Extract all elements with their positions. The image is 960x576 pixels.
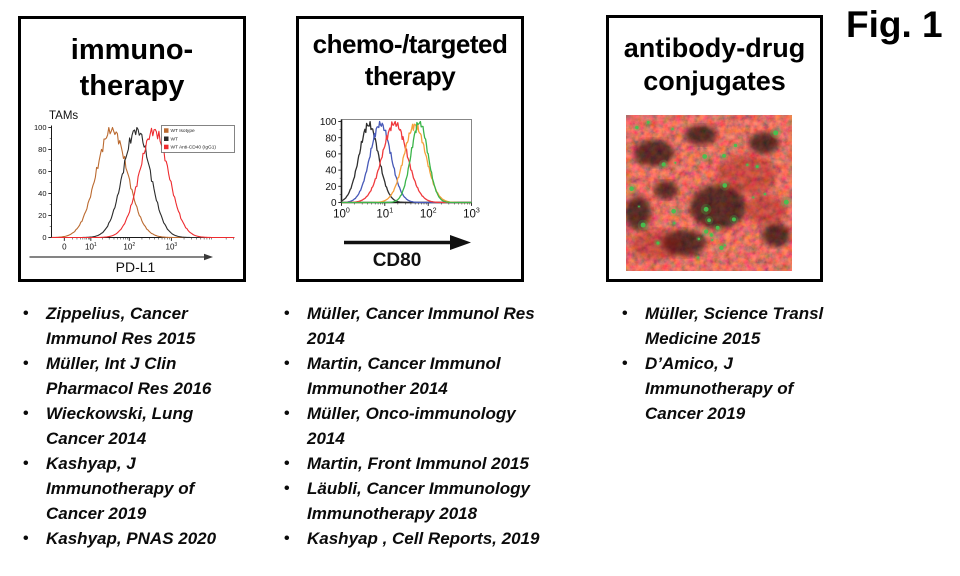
citation-item: Müller, Science Transl Medicine 2015 bbox=[619, 301, 860, 351]
citation-item: Martin, Cancer Immunol Immunother 2014 bbox=[281, 351, 577, 401]
panel-title-line: conjugates bbox=[643, 66, 786, 97]
legend: WT Isotype WT WT Anti-CD40 (IgG1) bbox=[161, 125, 235, 153]
citation-item: Kashyap, J Immunotherapy of Cancer 2019 bbox=[20, 451, 236, 526]
histogram-curves bbox=[341, 120, 472, 204]
svg-text:0: 0 bbox=[62, 243, 67, 252]
citation-item: Kashyap, PNAS 2020 bbox=[20, 526, 236, 551]
citation-list-chemo-targeted: Müller, Cancer Immunol Res 2014Martin, C… bbox=[281, 301, 577, 551]
citation-item: Martin, Front Immunol 2015 bbox=[281, 451, 577, 476]
svg-text:80: 80 bbox=[38, 145, 46, 154]
green-signal-dots bbox=[626, 119, 792, 260]
fluorescence-micrograph-svg bbox=[625, 115, 792, 271]
svg-text:TAMs: TAMs bbox=[49, 110, 78, 122]
histogram-curves bbox=[51, 126, 235, 239]
panel-antibody-drug-conjugates: antibody-drug conjugates bbox=[606, 15, 823, 282]
panel-immunotherapy-title: immuno- therapy bbox=[21, 19, 243, 105]
svg-text:WT Anti-CD40 (IgG1): WT Anti-CD40 (IgG1) bbox=[171, 145, 217, 151]
svg-text:103: 103 bbox=[166, 242, 178, 251]
svg-text:WT: WT bbox=[171, 136, 179, 142]
svg-text:WT Isotype: WT Isotype bbox=[171, 128, 196, 134]
panel-title-line: therapy bbox=[79, 69, 185, 102]
panel-title-line: immuno- bbox=[70, 34, 194, 66]
svg-text:102: 102 bbox=[123, 242, 135, 251]
x-axis-label: CD80 bbox=[373, 250, 422, 271]
citation-item: Zippelius, Cancer Immunol Res 2015 bbox=[20, 301, 236, 351]
flow-histogram-cd80-svg: 0 20 40 60 80 100 100 101 102 103 CD80 bbox=[320, 117, 480, 271]
panel-title-line: therapy bbox=[364, 61, 456, 92]
svg-text:101: 101 bbox=[376, 207, 393, 221]
panel-title-line: chemo-/targeted bbox=[312, 29, 508, 59]
citation-item: Müller, Cancer Immunol Res 2014 bbox=[281, 301, 577, 351]
svg-text:102: 102 bbox=[420, 207, 437, 221]
panel-chemo-targeted-title: chemo-/targeted therapy bbox=[299, 19, 521, 92]
citation-list-immunotherapy: Zippelius, Cancer Immunol Res 2015Müller… bbox=[20, 301, 236, 551]
svg-text:60: 60 bbox=[325, 150, 337, 161]
x-axis-arrow bbox=[344, 235, 471, 250]
svg-text:100: 100 bbox=[34, 123, 47, 132]
svg-text:40: 40 bbox=[325, 166, 337, 177]
citation-item: Läubli, Cancer Immunology Immunotherapy … bbox=[281, 476, 577, 526]
svg-text:0: 0 bbox=[331, 198, 337, 209]
svg-text:100: 100 bbox=[320, 117, 337, 128]
svg-text:80: 80 bbox=[325, 133, 337, 144]
citation-list-adc: Müller, Science Transl Medicine 2015D’Am… bbox=[619, 301, 860, 426]
citation-item: Wieckowski, Lung Cancer 2014 bbox=[20, 401, 236, 451]
flow-histogram-cd80: 0 20 40 60 80 100 100 101 102 103 CD80 bbox=[299, 115, 521, 277]
svg-text:0: 0 bbox=[42, 233, 46, 242]
svg-text:101: 101 bbox=[85, 242, 97, 251]
x-axis-label: PD-L1 bbox=[116, 259, 156, 275]
fluorescence-micrograph bbox=[625, 115, 792, 271]
citation-item: Kashyap , Cell Reports, 2019 bbox=[281, 526, 577, 551]
svg-text:103: 103 bbox=[463, 207, 480, 221]
panel-chemo-targeted: chemo-/targeted therapy 0 20 40 60 80 100 100 1… bbox=[296, 16, 524, 282]
flow-histogram-pdl1-svg: 0 20 40 60 80 100 0 101 102 103 WT Isotype WT WT Ant… bbox=[29, 110, 235, 275]
flow-histogram-pdl1: 0 20 40 60 80 100 0 101 102 103 WT Isotype WT WT Ant… bbox=[21, 105, 243, 275]
axes: 0 20 40 60 80 100 100 101 102 103 bbox=[320, 117, 480, 220]
panel-immunotherapy: immuno- therapy 0 20 40 60 80 100 0 101 102 103 WT… bbox=[18, 16, 246, 282]
panel-title-line: antibody-drug bbox=[623, 33, 806, 63]
figure-label: Fig. 1 bbox=[846, 4, 943, 45]
svg-text:20: 20 bbox=[38, 211, 46, 220]
svg-text:100: 100 bbox=[333, 207, 350, 221]
svg-text:60: 60 bbox=[38, 167, 46, 176]
citation-item: D’Amico, J Immunotherapy of Cancer 2019 bbox=[619, 351, 860, 426]
svg-text:40: 40 bbox=[38, 189, 46, 198]
citation-item: Müller, Int J Clin Pharmacol Res 2016 bbox=[20, 351, 236, 401]
citation-item: Müller, Onco-immunology 2014 bbox=[281, 401, 577, 451]
svg-text:20: 20 bbox=[325, 182, 337, 193]
x-axis-arrow bbox=[29, 253, 213, 261]
panel-adc-title: antibody-drug conjugates bbox=[609, 18, 820, 99]
